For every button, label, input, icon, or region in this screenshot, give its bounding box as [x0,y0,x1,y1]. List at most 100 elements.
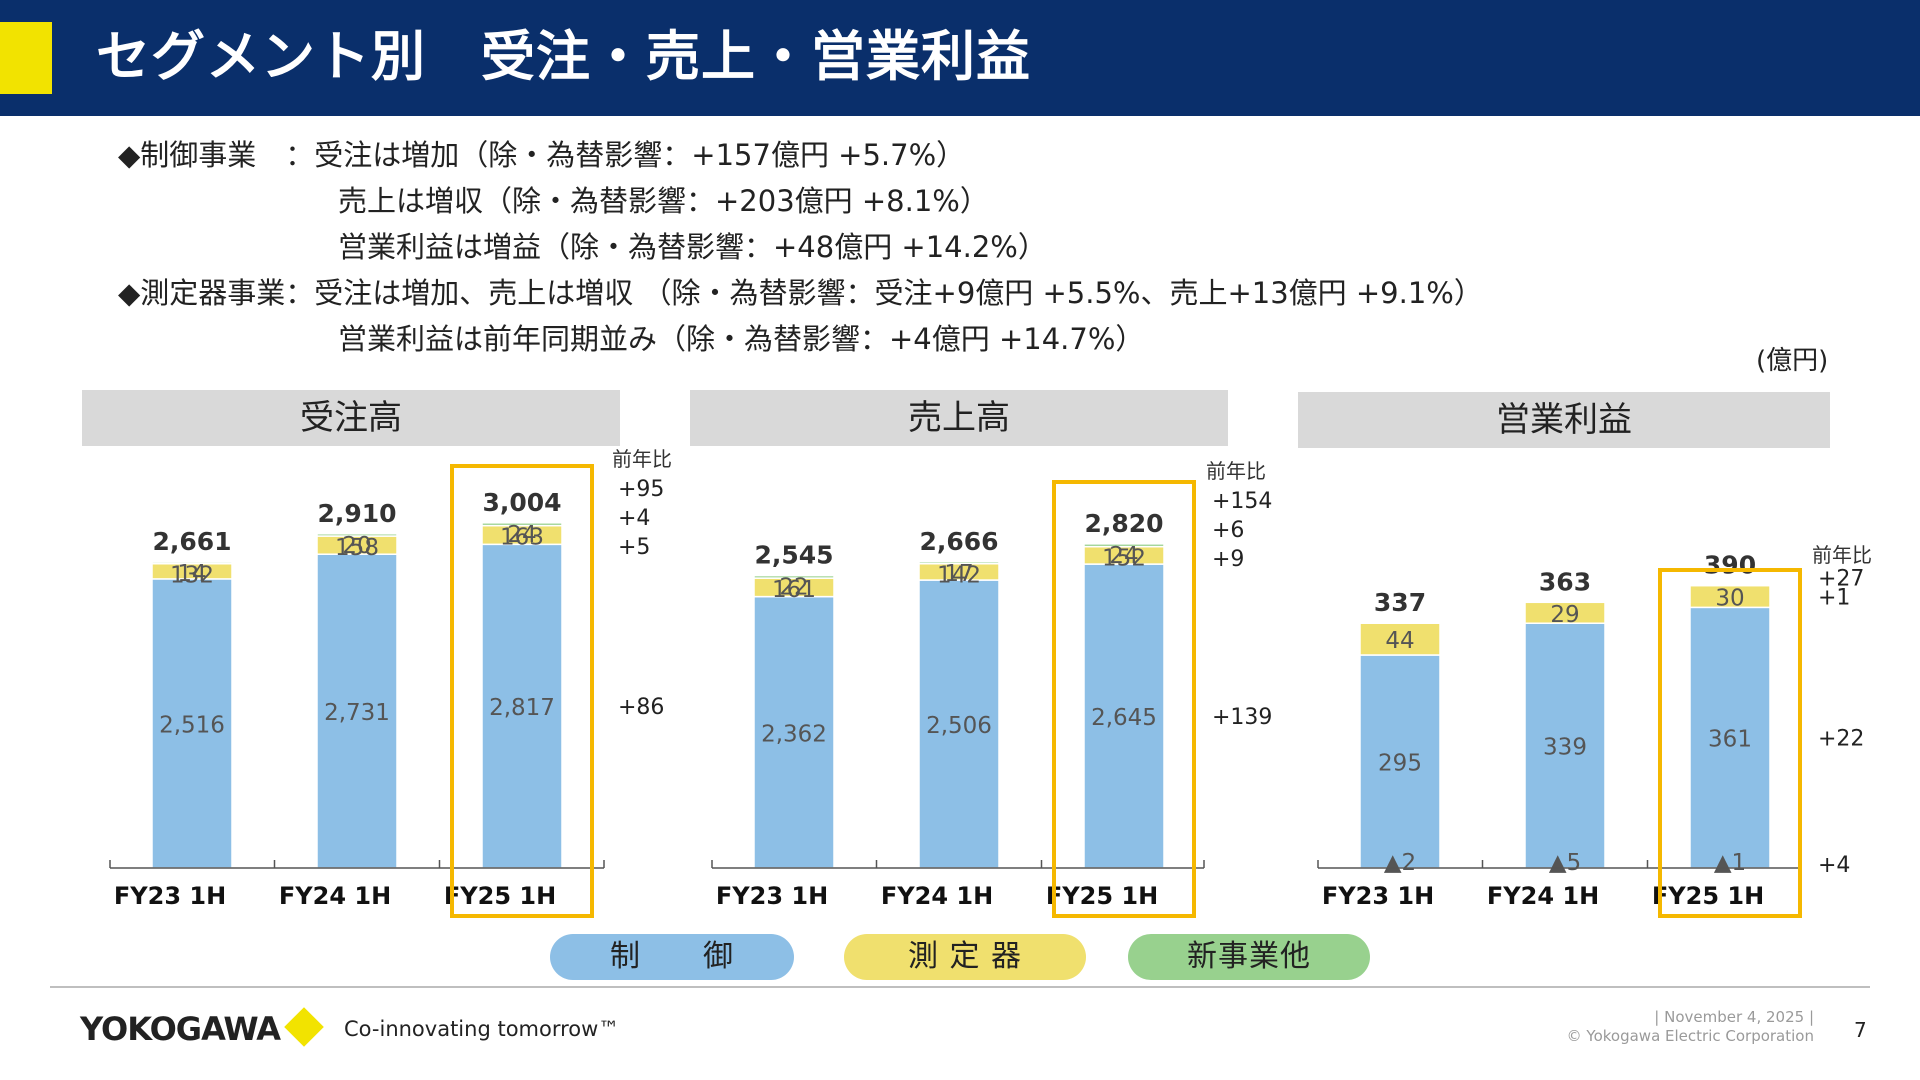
page-number: 7 [1854,1018,1867,1042]
bar-segment [1359,622,1441,656]
highlight-box [450,464,594,918]
yoy-value: +95 [618,477,664,502]
bar-segment [1083,543,1165,548]
summary-line: ◆測定器事業：受注は増加、売上は増収 （除・為替影響：受注+9億円 +5.5%、… [118,276,1483,310]
bar-segment [151,561,233,565]
bar-segment [481,522,563,527]
category-label: FY23 1H [716,882,828,910]
category-label: FY25 1H [1046,882,1158,910]
total-value-label: 2,661 [152,527,231,556]
segment-value-label: 2,506 [926,713,992,739]
summary-line: 営業利益は前年同期並み（除・為替影響：+4億円 +14.7%） [338,322,1145,356]
segment-value-label: 163 [500,525,544,551]
bar-segment [918,561,1000,565]
segment-value-label: 142 [937,563,981,589]
yoy-value: +6 [1212,518,1244,543]
footer-copyright: © Yokogawa Electric Corporation [1566,1027,1814,1045]
yoy-header: 前年比 [1812,543,1872,567]
legend-control-label: 制 御 [610,939,734,974]
segment-value-label: ▲5 [1549,850,1581,876]
segment-value-label: 2,645 [1091,705,1157,731]
legend-measurement: 測 定 器 [844,934,1086,980]
summary-text: ◆制御事業 ：受注は増加（除・為替影響：+157億円 +5.7%） 売上は増収（… [118,132,1483,362]
title-accent-block [0,22,52,94]
segment-value-label: 339 [1543,735,1587,761]
unit-label: (億円) [1756,346,1829,376]
segment-value-label: 17 [944,561,973,587]
yoy-value: +154 [1212,489,1272,514]
yoy-value: +4 [1818,853,1850,878]
segment-value-label: 2,731 [324,700,390,726]
segment-value-label: ▲1 [1714,850,1746,876]
total-value-label: 363 [1539,567,1591,596]
segment-value-label: 132 [170,563,214,589]
title-bar: セグメント別 受注・売上・営業利益 [0,0,1920,116]
yoy-value: +22 [1818,727,1864,752]
category-label: FY23 1H [1322,882,1434,910]
segment-value-label: 29 [1550,602,1579,628]
bar-segment [481,543,563,869]
company-logo: YOKOGAWA [80,1010,281,1048]
category-label: FY23 1H [114,882,226,910]
tagline: Co-innovating tomorrow™ [344,1017,620,1041]
bar-segment [753,574,835,579]
segment-value-label: 152 [1102,546,1146,572]
segment-value-label: 161 [772,577,816,603]
bar-segment [918,579,1000,869]
total-value-label: 2,910 [317,499,396,528]
summary-line: 営業利益は増益（除・為替影響：+48億円 +14.2%） [338,230,1047,264]
segment-value-label: 24 [1109,543,1138,569]
bar-segment [1689,584,1771,609]
total-value-label: 2,820 [1084,509,1163,538]
footer-divider [50,986,1870,988]
summary-line: 売上は増収（除・為替影響：+203億円 +8.1%） [338,184,989,218]
yoy-value: +27 [1818,567,1864,592]
segment-value-label: 20 [342,533,371,559]
page-title: セグメント別 受注・売上・営業利益 [96,25,1031,88]
yoy-value: +9 [1212,547,1244,572]
yoy-value: +139 [1212,705,1272,730]
yoy-header: 前年比 [612,447,672,471]
total-value-label: 2,666 [919,527,998,556]
segment-value-label: 158 [335,535,379,561]
highlight-box [1052,480,1196,918]
total-value-label: 337 [1374,588,1426,617]
total-value-label: 3,004 [482,488,561,517]
legend-new-business: 新事業他 [1128,934,1370,980]
total-value-label: 390 [1704,551,1756,580]
segment-value-label: 30 [1715,586,1744,612]
yoy-value: +1 [1818,586,1850,611]
bar-segment [1524,601,1606,624]
segment-value-label: 24 [507,522,536,548]
segment-value-label: 361 [1708,727,1752,753]
yoy-value: +86 [618,695,664,720]
segment-value-label: 44 [1385,628,1414,654]
category-label: FY24 1H [279,882,391,910]
bar-segment [316,553,398,869]
footer-date: | November 4, 2025 | [1654,1008,1814,1026]
orders-chart-title: 受注高 [82,390,620,446]
yoy-value: +4 [618,506,650,531]
segment-value-label: 295 [1378,751,1422,777]
segment-value-label: ▲2 [1384,850,1416,876]
profit-chart-title: 営業利益 [1298,392,1830,448]
segment-value-label: 2,362 [761,721,827,747]
category-label: FY24 1H [1487,882,1599,910]
category-label: FY25 1H [1652,882,1764,910]
bar-segment [316,533,398,537]
total-value-label: 2,545 [754,541,833,570]
legend-new-business-label: 新事業他 [1187,939,1311,974]
segment-value-label: 22 [779,575,808,601]
bar-segment [753,595,835,869]
sales-chart-title: 売上高 [690,390,1228,446]
legend-control: 制 御 [550,934,794,980]
segment-value-label: 14 [177,561,206,587]
legend-measurement-label: 測 定 器 [907,939,1023,974]
yoy-header: 前年比 [1206,459,1266,483]
yoy-value: +5 [618,535,650,560]
highlight-box [1658,568,1802,918]
summary-line: ◆制御事業 ：受注は増加（除・為替影響：+157億円 +5.7%） [118,138,966,172]
category-label: FY25 1H [444,882,556,910]
segment-value-label: 2,817 [489,695,555,721]
